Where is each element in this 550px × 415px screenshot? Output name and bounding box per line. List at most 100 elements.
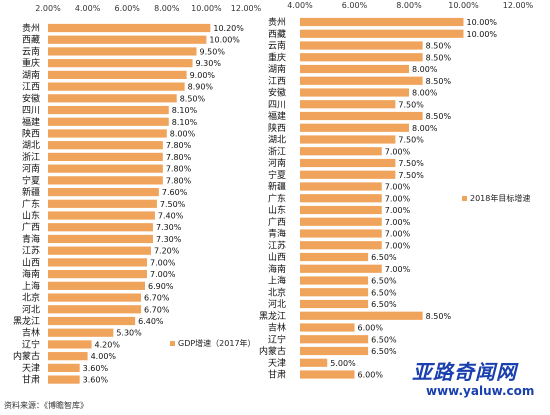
data-label: 7.00% bbox=[385, 218, 411, 227]
category-label: 上海 bbox=[22, 280, 40, 292]
category-label: 宁夏 bbox=[268, 169, 286, 181]
data-label: 8.50% bbox=[426, 112, 452, 121]
category-label: 吉林 bbox=[268, 322, 286, 334]
category-label: 江西 bbox=[268, 76, 286, 87]
data-label: 7.80% bbox=[166, 176, 192, 185]
category-label: 山西 bbox=[268, 252, 286, 263]
data-label: 7.50% bbox=[398, 136, 424, 145]
bar bbox=[48, 23, 211, 33]
bar bbox=[300, 264, 382, 273]
category-label: 海南 bbox=[22, 268, 40, 280]
category-label: 甘肃 bbox=[22, 374, 40, 386]
bar bbox=[48, 187, 159, 197]
category-label: 重庆 bbox=[22, 57, 40, 69]
data-label: 8.00% bbox=[412, 124, 438, 133]
legend-swatch bbox=[462, 196, 467, 201]
bar bbox=[300, 170, 396, 179]
bar bbox=[300, 147, 382, 156]
bar bbox=[300, 111, 423, 121]
watermark-url: www.yaluw.com bbox=[426, 384, 535, 398]
category-label: 内蒙古 bbox=[13, 350, 40, 362]
bar bbox=[48, 328, 114, 337]
category-label: 浙江 bbox=[22, 151, 40, 163]
data-label: 9.00% bbox=[190, 71, 216, 80]
category-label: 上海 bbox=[268, 275, 286, 287]
data-label: 7.50% bbox=[160, 200, 186, 209]
data-label: 6.50% bbox=[371, 277, 397, 286]
category-label: 宁夏 bbox=[22, 174, 40, 186]
data-label: 8.90% bbox=[188, 83, 214, 92]
category-label: 新疆 bbox=[22, 186, 40, 198]
category-label: 四川 bbox=[22, 106, 40, 116]
category-label: 北京 bbox=[22, 292, 40, 304]
category-label: 云南 bbox=[268, 40, 286, 52]
bar bbox=[48, 258, 147, 267]
data-label: 9.30% bbox=[196, 59, 222, 68]
category-label: 天津 bbox=[268, 358, 286, 369]
category-label: 山东 bbox=[268, 204, 286, 216]
data-label: 7.50% bbox=[398, 159, 424, 168]
bar bbox=[300, 64, 409, 74]
category-label: 广东 bbox=[22, 198, 40, 210]
x-tick-label: 4.00% bbox=[287, 1, 313, 10]
data-label: 8.50% bbox=[180, 94, 206, 103]
data-label: 7.60% bbox=[162, 188, 188, 197]
data-label: 8.50% bbox=[426, 53, 452, 62]
bar bbox=[48, 281, 146, 290]
bar bbox=[48, 199, 157, 208]
bar bbox=[300, 229, 382, 238]
bar bbox=[300, 135, 396, 144]
legend: 2018年目标增速 bbox=[462, 193, 530, 203]
bar bbox=[300, 252, 369, 262]
bar bbox=[48, 35, 207, 44]
data-label: 9.50% bbox=[200, 47, 226, 56]
data-label: 7.00% bbox=[385, 147, 411, 156]
gdp-2017-chart: 2.00% 4.00% 6.00% 8.00% 10.00% 12.00% 贵州 10.20%… bbox=[13, 4, 262, 386]
category-label: 北京 bbox=[268, 286, 286, 298]
bar bbox=[48, 270, 147, 279]
data-label: 6.50% bbox=[371, 300, 397, 309]
data-label: 8.50% bbox=[426, 42, 452, 51]
data-label: 6.70% bbox=[144, 305, 170, 314]
data-label: 10.00% bbox=[467, 30, 498, 39]
category-label: 广东 bbox=[268, 192, 286, 204]
legend-swatch bbox=[170, 341, 175, 346]
category-label: 福建 bbox=[268, 110, 286, 122]
category-label: 湖南 bbox=[22, 69, 40, 81]
bar bbox=[48, 117, 169, 126]
data-label: 4.00% bbox=[91, 352, 117, 361]
bar bbox=[300, 370, 355, 379]
bar bbox=[300, 358, 328, 367]
legend-label: GDP增速（2017年） bbox=[178, 338, 256, 348]
bar bbox=[48, 305, 142, 314]
data-label: 7.80% bbox=[166, 141, 192, 150]
category-label: 新疆 bbox=[268, 181, 286, 193]
bar bbox=[48, 105, 169, 115]
bar bbox=[48, 47, 197, 56]
data-label: 6.50% bbox=[371, 253, 397, 262]
category-label: 湖南 bbox=[268, 63, 286, 75]
data-label: 10.20% bbox=[213, 24, 244, 33]
data-label: 6.40% bbox=[138, 317, 164, 326]
category-label: 天津 bbox=[22, 363, 40, 374]
data-label: 8.00% bbox=[412, 65, 438, 74]
target-2018-chart: 4.00% 6.00% 8.00% 10.00% 12.00% 贵州 10.00% 西藏 10.… bbox=[259, 1, 534, 381]
category-label: 浙江 bbox=[268, 145, 286, 157]
bar bbox=[48, 59, 193, 68]
bar bbox=[48, 363, 80, 372]
data-label: 3.60% bbox=[83, 376, 109, 385]
data-label: 3.60% bbox=[83, 364, 109, 373]
category-label: 江苏 bbox=[268, 239, 286, 251]
legend-label: 2018年目标增速 bbox=[470, 193, 530, 203]
bar bbox=[300, 311, 423, 320]
category-label: 湖北 bbox=[268, 135, 286, 146]
data-label: 8.50% bbox=[426, 77, 452, 86]
category-label: 内蒙古 bbox=[259, 345, 286, 357]
x-tick-label: 10.00% bbox=[448, 1, 479, 10]
category-label: 黑龙江 bbox=[13, 315, 40, 327]
category-label: 四川 bbox=[268, 100, 286, 110]
data-label: 6.50% bbox=[371, 288, 397, 297]
bar bbox=[300, 76, 423, 85]
category-label: 辽宁 bbox=[22, 338, 40, 350]
category-label: 河北 bbox=[268, 298, 286, 310]
